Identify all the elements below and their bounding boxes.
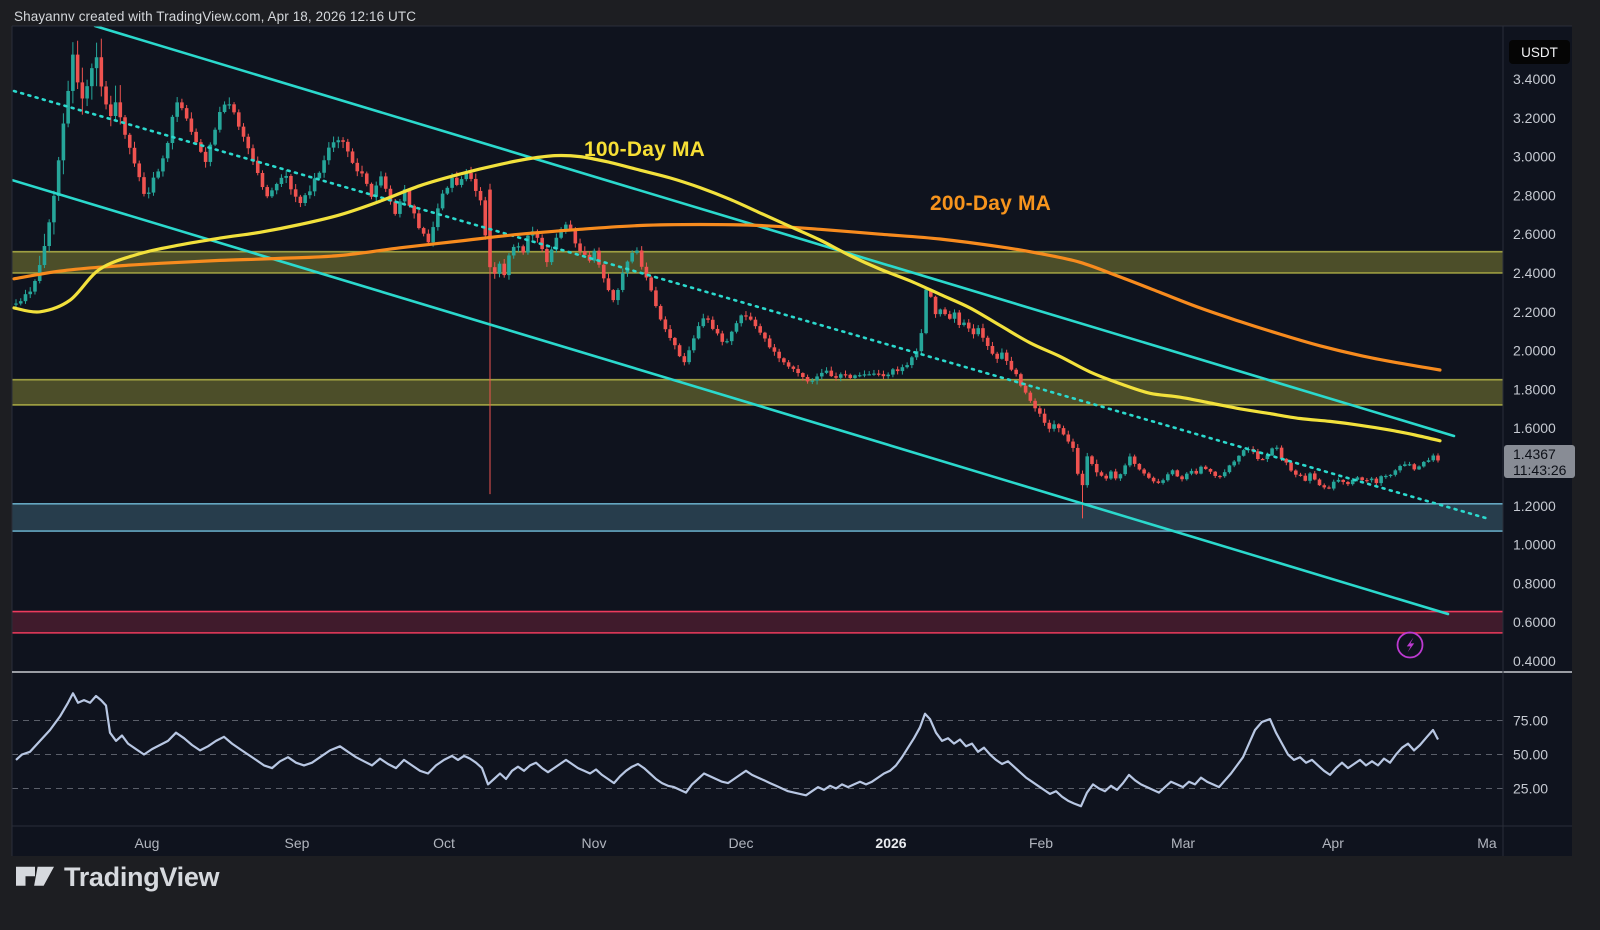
price-tick-label: 2.8000 [1513,187,1556,203]
lightning-button[interactable] [1396,631,1424,659]
time-axis-label-Mar: Mar [1171,835,1195,851]
price-tick-label: 3.0000 [1513,149,1556,165]
candles-layer [14,38,1440,519]
price-tick-label: 1.6000 [1513,420,1556,436]
chart-background[interactable] [12,26,1572,856]
price-tick-label: 0.8000 [1513,575,1556,591]
attribution-text: Shayannv created with TradingView.com, A… [14,9,417,24]
price-tick-label: 1.2000 [1513,498,1556,514]
rsi-tick-label: 75.00 [1513,713,1548,729]
time-axis-label-Feb: Feb [1029,835,1053,851]
time-axis-label-Ma: Ma [1477,835,1497,851]
time-axis-label-2026: 2026 [875,835,906,851]
ma100-annotation: 100-Day MA [584,138,706,161]
rsi-line [15,692,1439,808]
trendline-channel-mid-dotted[interactable] [12,89,1491,521]
time-axis-label-Apr: Apr [1322,835,1344,851]
price-tick-label: 2.6000 [1513,226,1556,242]
price-tick-label: 2.2000 [1513,304,1556,320]
tradingview-logo-text: TradingView [64,862,220,892]
ma200-annotation: 200-Day MA [930,192,1052,215]
ma100-line[interactable] [12,153,1442,443]
bar-countdown: 11:43:26 [1513,462,1567,478]
tradingview-logo[interactable]: TradingView [16,862,220,893]
rsi-tick-label: 50.00 [1513,747,1548,763]
price-tick-label: 1.0000 [1513,537,1556,553]
lightning-icon [1406,637,1415,653]
price-tick-label: 0.4000 [1513,653,1556,669]
quote-currency-badge: USDT [1509,40,1570,64]
time-axis[interactable]: Aug Sep Oct Nov Dec 2026 Feb Mar Apr Ma [135,835,1497,851]
trendline-channel-bottom[interactable] [12,178,1450,616]
price-pane[interactable] [12,26,1503,634]
rsi-pane[interactable] [12,692,1503,808]
tradingview-logo-icon [16,866,54,886]
time-axis-label-Nov: Nov [582,835,607,851]
time-axis-label-Dec: Dec [729,835,754,851]
support-resistance-bands [12,250,1503,634]
time-axis-label-Sep: Sep [285,835,310,851]
price-tick-label: 2.4000 [1513,265,1556,281]
band-resistance-zone-2.4 [12,250,1503,274]
time-axis-label-Oct: Oct [433,835,455,851]
price-tick-label: 3.4000 [1513,71,1556,87]
trendline-channel-top[interactable] [93,26,1456,438]
price-tick-label: 0.6000 [1513,614,1556,630]
band-support-zone-1.1 [12,503,1503,532]
time-axis-label-Aug: Aug [135,835,160,851]
current-price-label: 1.4367 11:43:26 [1504,445,1575,478]
price-tick-label: 1.8000 [1513,381,1556,397]
price-tick-label: 3.2000 [1513,110,1556,126]
rsi-tick-label: 25.00 [1513,781,1548,797]
band-support-zone-0.6 [12,610,1503,634]
price-axis[interactable]: 3.4000 3.2000 3.0000 2.8000 2.6000 2.4000 2.20… [1513,71,1556,797]
current-price-value: 1.4367 [1513,446,1556,462]
price-tick-label: 2.0000 [1513,343,1556,359]
ma200-line[interactable] [12,222,1442,372]
